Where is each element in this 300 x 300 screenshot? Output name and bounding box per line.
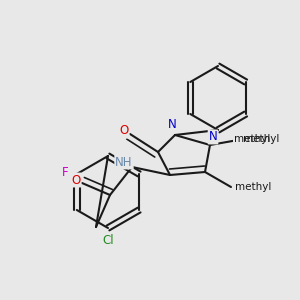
Text: methyl: methyl [234, 134, 270, 144]
Text: methyl: methyl [243, 134, 279, 144]
Text: O: O [119, 124, 129, 137]
Text: O: O [71, 173, 81, 187]
Text: Cl: Cl [102, 233, 114, 247]
Text: N: N [168, 118, 176, 131]
Text: N: N [208, 130, 217, 143]
Text: F: F [61, 166, 68, 178]
Text: NH: NH [115, 155, 133, 169]
Text: methyl: methyl [235, 182, 272, 192]
